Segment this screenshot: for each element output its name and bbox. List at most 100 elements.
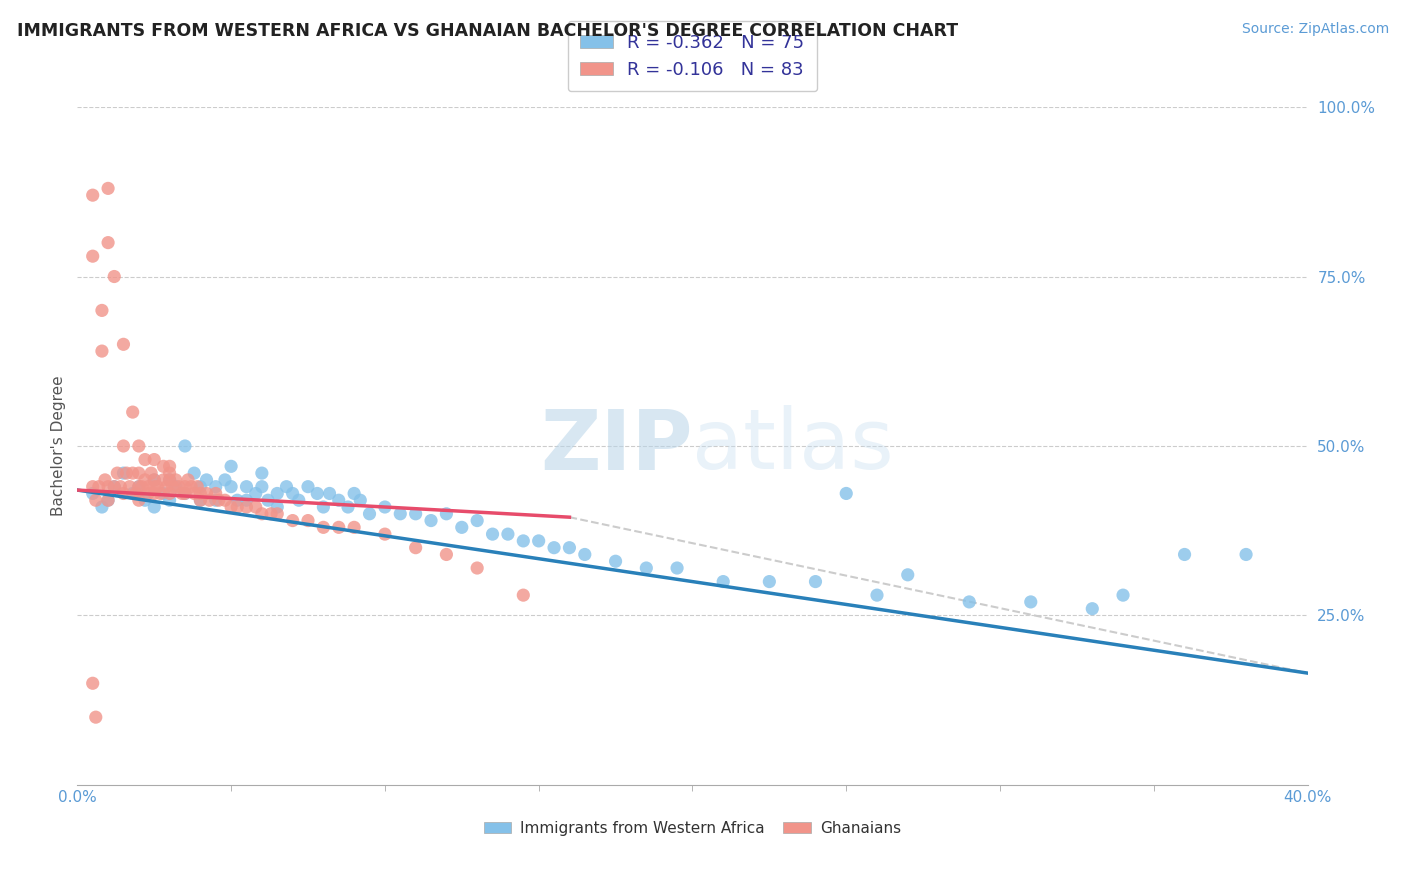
Point: [281, 514, 304, 528]
Point: [186, 480, 208, 494]
Point: [105, 466, 128, 480]
Point: [512, 588, 534, 602]
Point: [328, 493, 350, 508]
Point: [82, 188, 104, 202]
Point: [97, 480, 120, 494]
Point: [112, 486, 135, 500]
Point: [134, 493, 156, 508]
Point: [214, 493, 236, 508]
Point: [465, 514, 488, 528]
Point: [125, 486, 148, 500]
Point: [349, 493, 371, 508]
Point: [195, 473, 218, 487]
Point: [143, 452, 166, 467]
Point: [312, 500, 335, 514]
Point: [180, 480, 202, 494]
Point: [527, 533, 550, 548]
Point: [170, 486, 193, 500]
Point: [136, 480, 159, 494]
Point: [450, 520, 472, 534]
Point: [266, 500, 288, 514]
Point: [165, 480, 187, 494]
Point: [90, 344, 114, 359]
Point: [90, 500, 114, 514]
Point: [250, 480, 273, 494]
Point: [128, 466, 150, 480]
Point: [219, 459, 242, 474]
Point: [112, 466, 135, 480]
Point: [82, 480, 104, 494]
Point: [288, 493, 311, 508]
Point: [266, 486, 288, 500]
Point: [219, 500, 242, 514]
Point: [436, 548, 458, 562]
Point: [136, 486, 159, 500]
Point: [97, 181, 120, 195]
Point: [1112, 588, 1135, 602]
Point: [90, 303, 114, 318]
Point: [143, 473, 166, 487]
Point: [141, 466, 163, 480]
Point: [374, 527, 396, 541]
Point: [359, 507, 381, 521]
Point: [1234, 548, 1257, 562]
Point: [257, 493, 280, 508]
Point: [183, 486, 205, 500]
Point: [143, 480, 166, 494]
Point: [128, 480, 150, 494]
Point: [134, 473, 156, 487]
Point: [103, 269, 125, 284]
Point: [112, 439, 135, 453]
Point: [174, 486, 197, 500]
Point: [188, 486, 212, 500]
Point: [162, 480, 184, 494]
Point: [188, 493, 212, 508]
Point: [866, 588, 889, 602]
Point: [159, 473, 181, 487]
Point: [405, 541, 427, 555]
Point: [149, 486, 172, 500]
Point: [214, 473, 236, 487]
Point: [574, 548, 596, 562]
Point: [512, 533, 534, 548]
Point: [121, 486, 143, 500]
Point: [155, 480, 177, 494]
Point: [110, 480, 132, 494]
Point: [711, 574, 734, 589]
Point: [318, 486, 340, 500]
Point: [177, 473, 200, 487]
Point: [343, 486, 366, 500]
Point: [82, 676, 104, 690]
Point: [307, 486, 329, 500]
Point: [250, 466, 273, 480]
Point: [250, 507, 273, 521]
Point: [204, 493, 226, 508]
Point: [219, 480, 242, 494]
Point: [103, 480, 125, 494]
Point: [146, 480, 169, 494]
Point: [260, 507, 283, 521]
Point: [465, 561, 488, 575]
Point: [605, 554, 627, 568]
Point: [337, 500, 360, 514]
Point: [245, 500, 267, 514]
Point: [957, 595, 980, 609]
Point: [1081, 601, 1104, 615]
Point: [121, 466, 143, 480]
Point: [195, 486, 218, 500]
Point: [897, 567, 920, 582]
Point: [343, 520, 366, 534]
Point: [82, 486, 104, 500]
Point: [281, 486, 304, 500]
Point: [152, 459, 174, 474]
Point: [226, 493, 249, 508]
Text: atlas: atlas: [693, 406, 894, 486]
Point: [297, 480, 319, 494]
Point: [436, 507, 458, 521]
Y-axis label: Bachelor's Degree: Bachelor's Degree: [51, 376, 66, 516]
Point: [204, 486, 226, 500]
Point: [82, 249, 104, 263]
Point: [204, 480, 226, 494]
Point: [159, 466, 181, 480]
Point: [835, 486, 858, 500]
